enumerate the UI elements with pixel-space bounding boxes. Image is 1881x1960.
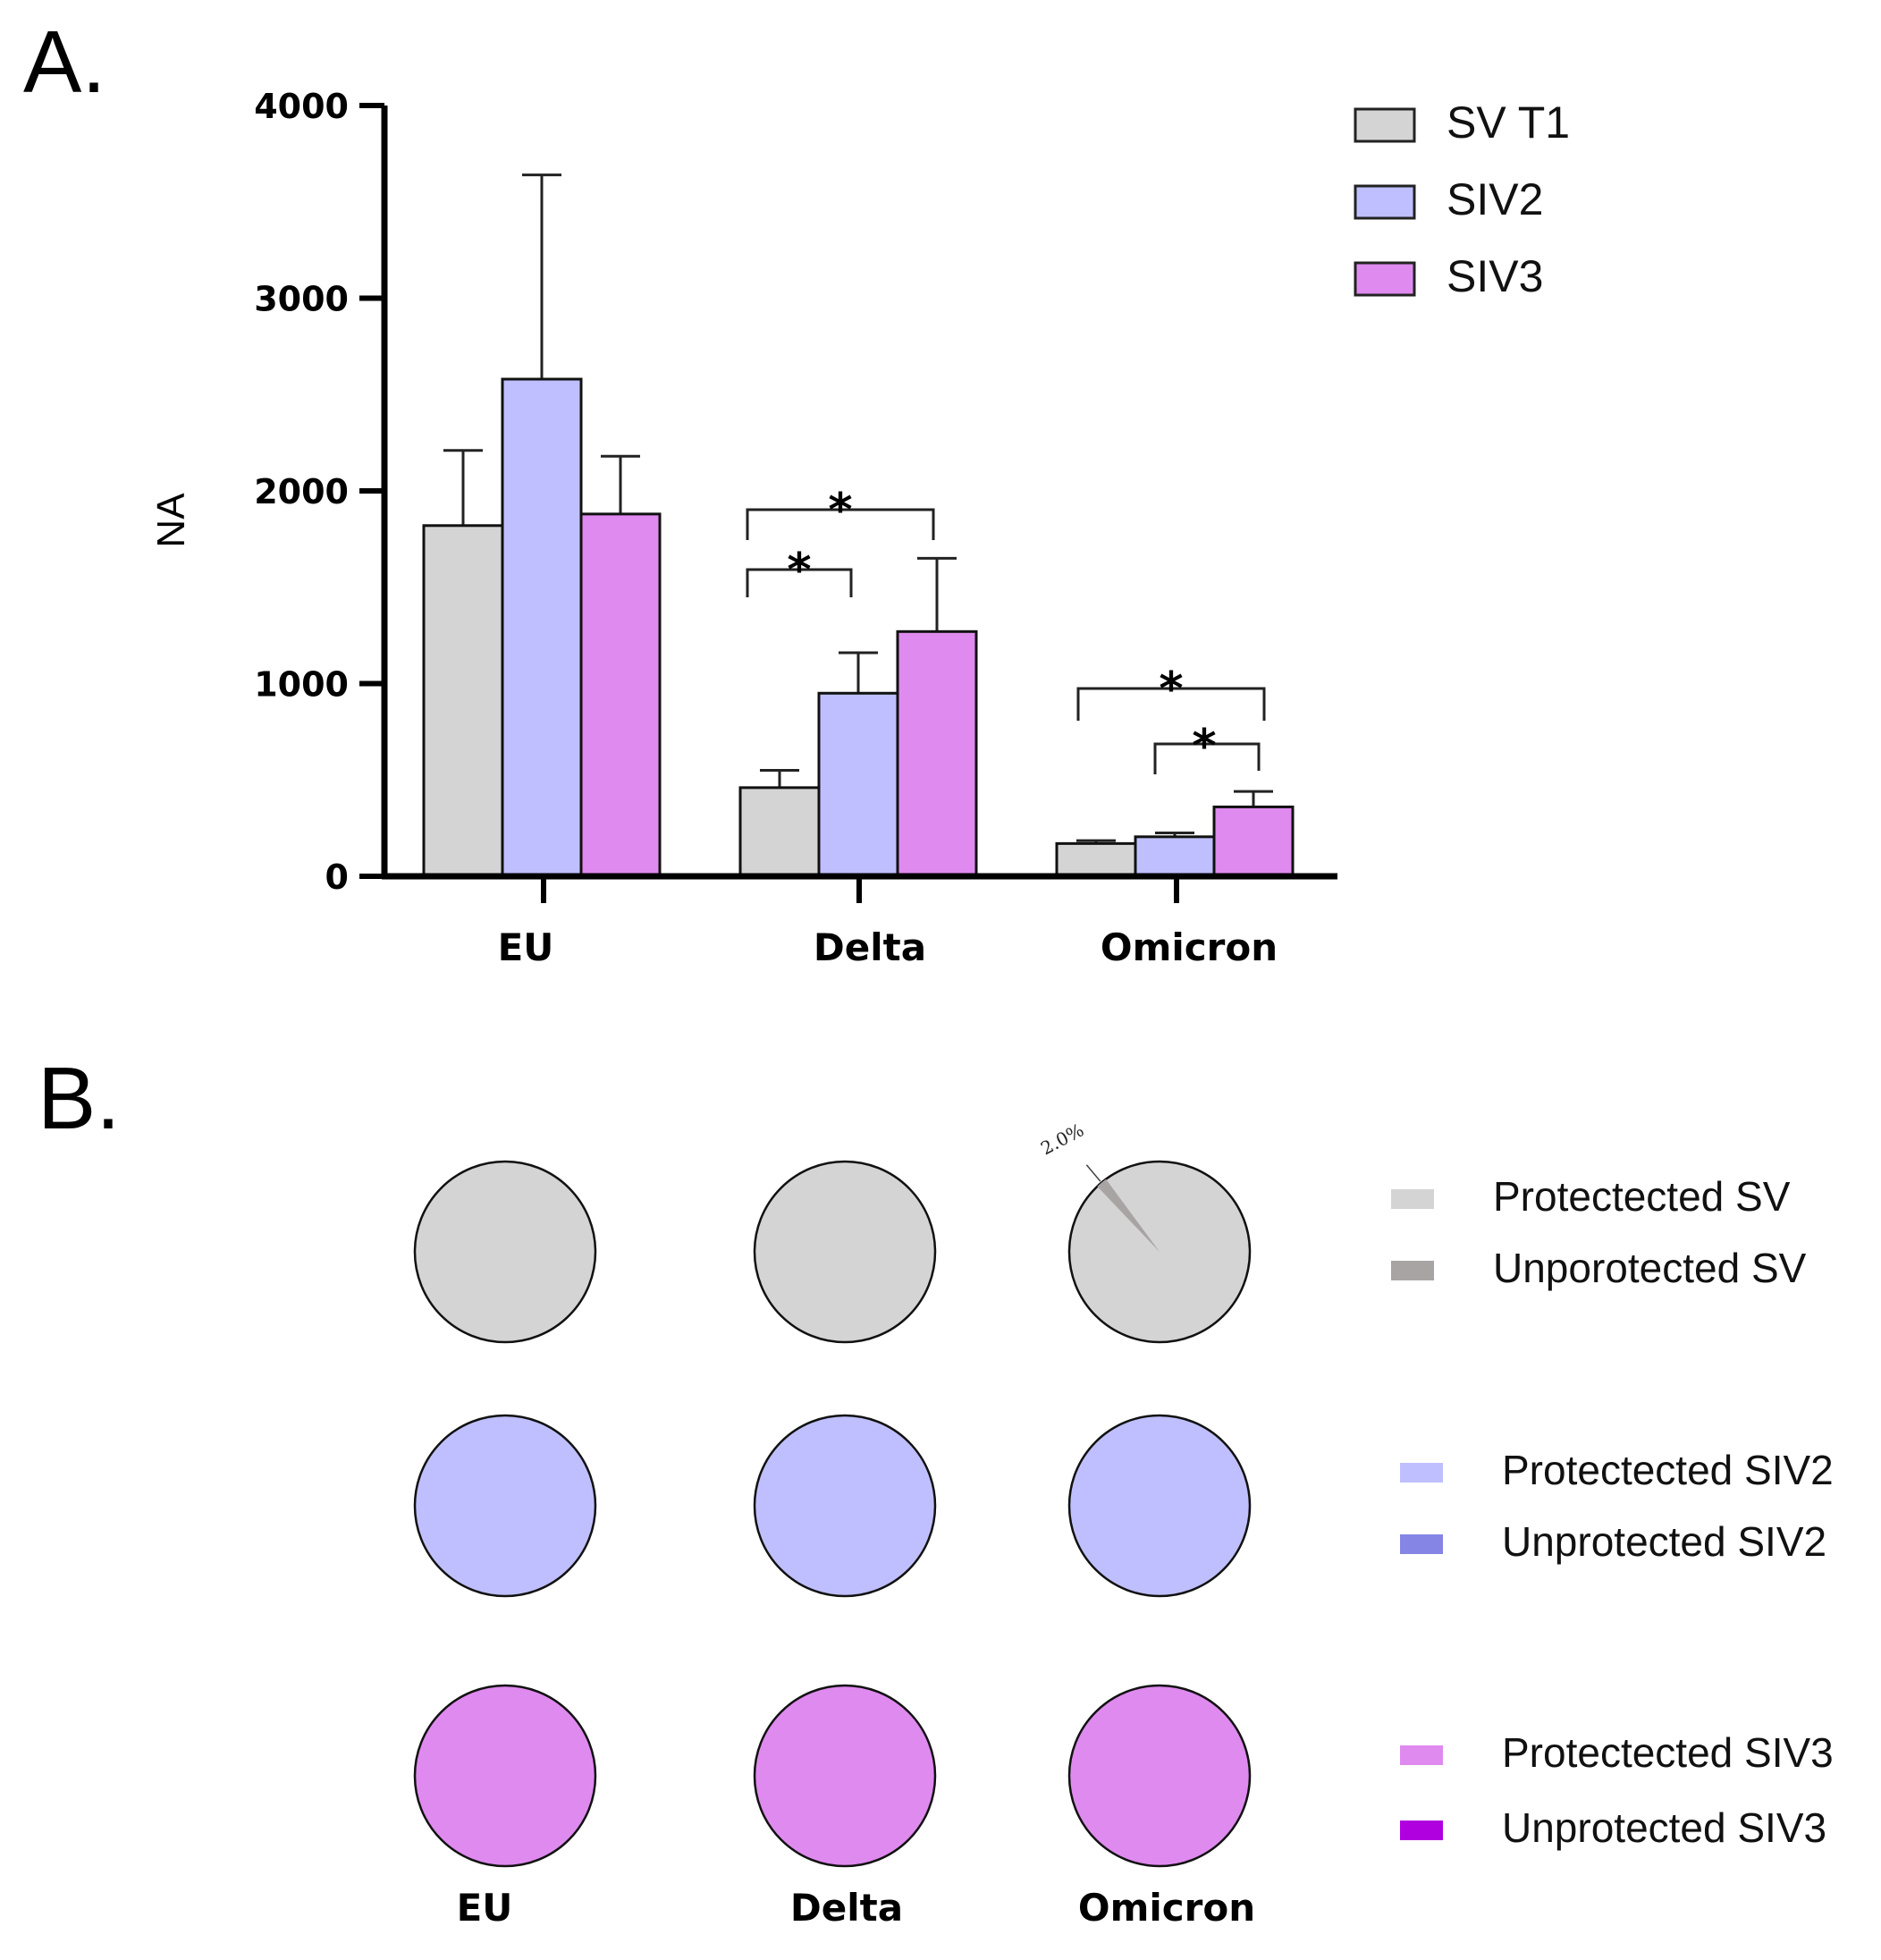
pie-legend: Protectected SV Unporotected SV Protectect…	[1391, 1173, 1834, 1851]
significance-bracket-omicron-2	[1076, 687, 1266, 721]
bar-siv2-delta	[817, 691, 899, 878]
pie-legend-label-protectected-sv: Protectected SV	[1493, 1173, 1791, 1220]
pie-column-label-omicron: Omicron	[1078, 1886, 1255, 1930]
pie-grid: 2.0% EU Delta Omicron	[413, 1119, 1255, 1930]
panel-a-label: A.	[23, 13, 106, 111]
pie-protected-siv2-delta	[753, 1414, 937, 1598]
bar-sv-t1-omicron	[1055, 841, 1137, 878]
y-tick-label-0: 0	[325, 858, 349, 897]
bar-siv2-omicron	[1134, 835, 1216, 878]
slice-leader-line	[1085, 1164, 1101, 1182]
significance-bracket-delta-0	[746, 568, 853, 597]
x-tick-label-omicron: Omicron	[1101, 925, 1278, 969]
significance-star-omicron-3: *	[1192, 720, 1216, 773]
pie-protected-siv3-delta	[753, 1684, 937, 1868]
pie-protected-sv-eu	[413, 1160, 597, 1344]
y-tick-label-3000: 3000	[254, 280, 349, 319]
legend-swatch-siv3	[1354, 261, 1416, 297]
y-tick-label-2000: 2000	[254, 472, 349, 511]
pie-legend-swatch-protectected-siv3	[1400, 1745, 1443, 1765]
legend-swatch-siv2	[1354, 184, 1416, 220]
pie-legend-label-unporotected-sv: Unporotected SV	[1493, 1245, 1807, 1291]
x-tick-label-eu: EU	[498, 925, 554, 969]
x-tick-label-delta: Delta	[814, 925, 926, 969]
bar-siv3-eu	[579, 512, 662, 878]
significance-bracket-delta-1	[746, 508, 935, 540]
pie-protected-siv3-eu	[413, 1684, 597, 1868]
pie-column-label-delta: Delta	[790, 1886, 903, 1930]
bar-chart-legend: SV T1 SIV2 SIV3	[1354, 97, 1570, 301]
y-tick-label-4000: 4000	[254, 87, 349, 126]
bar-siv3-delta	[896, 629, 978, 878]
significance-bracket-omicron-3	[1153, 742, 1261, 774]
bar-sv-t1-delta	[738, 786, 821, 878]
legend-swatch-sv-t1	[1354, 107, 1416, 143]
pie-unprotected-sv-omicron	[1097, 1179, 1160, 1252]
bar-siv2-eu	[501, 377, 583, 878]
pie-legend-label-protectected-siv3: Protectected SIV3	[1502, 1729, 1834, 1776]
pie-legend-label-protectected-siv2: Protectected SIV2	[1502, 1447, 1834, 1493]
significance-star-delta-1: *	[828, 484, 852, 537]
pie-protected-siv3-omicron	[1067, 1684, 1252, 1868]
legend-label-siv3: SIV3	[1447, 251, 1543, 301]
significance-star-delta-0: *	[787, 544, 811, 597]
y-axis-label: NA	[149, 493, 193, 548]
pie-protected-siv2-eu	[413, 1414, 597, 1598]
slice-percent-label: 2.0%	[1037, 1119, 1087, 1159]
pie-legend-swatch-protectected-siv2	[1400, 1463, 1443, 1483]
pie-column-label-eu: EU	[457, 1886, 513, 1930]
pie-protected-sv-delta	[753, 1160, 937, 1344]
panel-b-label: B.	[38, 1049, 121, 1147]
pie-legend-swatch-protectected-sv	[1391, 1189, 1434, 1209]
pie-protected-siv2-omicron	[1067, 1414, 1252, 1598]
pie-legend-swatch-unprotected-siv2	[1400, 1534, 1443, 1554]
significance-star-omicron-2: *	[1159, 663, 1183, 716]
legend-label-siv2: SIV2	[1447, 174, 1543, 224]
pie-legend-label-unprotected-siv2: Unprotected SIV2	[1502, 1518, 1826, 1565]
y-tick-label-1000: 1000	[254, 665, 349, 705]
pie-legend-label-unprotected-siv3: Unprotected SIV3	[1502, 1804, 1826, 1851]
bar-siv3-omicron	[1212, 805, 1295, 878]
bar-sv-t1-eu	[422, 524, 504, 878]
pie-legend-swatch-unporotected-sv	[1391, 1261, 1434, 1280]
legend-label-sv-t1: SV T1	[1447, 97, 1570, 148]
pie-legend-swatch-unprotected-siv3	[1400, 1821, 1443, 1840]
